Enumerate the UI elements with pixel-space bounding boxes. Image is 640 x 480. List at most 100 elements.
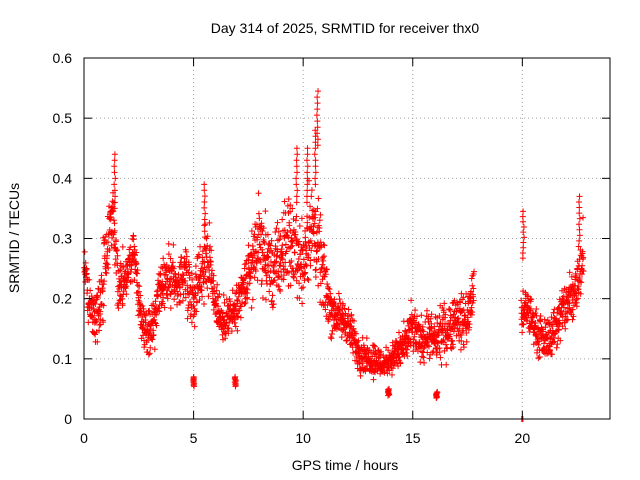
data-point xyxy=(470,285,477,292)
data-point xyxy=(541,316,548,323)
data-point xyxy=(177,291,184,298)
data-point xyxy=(306,214,313,221)
data-point xyxy=(94,338,101,345)
data-point xyxy=(119,243,126,250)
data-point xyxy=(317,280,324,287)
data-point xyxy=(111,205,118,212)
data-point xyxy=(579,262,586,269)
data-point xyxy=(313,266,320,273)
data-point xyxy=(115,268,122,275)
data-point xyxy=(201,222,208,229)
data-point xyxy=(314,94,321,101)
data-point xyxy=(113,238,120,245)
data-point xyxy=(524,293,531,300)
data-point xyxy=(560,304,567,311)
data-point xyxy=(109,208,116,215)
data-point xyxy=(130,236,137,243)
data-point xyxy=(94,294,101,301)
data-point xyxy=(338,334,345,341)
data-point xyxy=(463,329,470,336)
data-point xyxy=(293,213,300,220)
data-point xyxy=(316,224,323,231)
data-point xyxy=(269,304,276,311)
data-point xyxy=(286,222,293,229)
data-point xyxy=(566,269,573,276)
data-point xyxy=(187,298,194,305)
data-point xyxy=(327,334,334,341)
data-point xyxy=(312,157,319,164)
data-point xyxy=(428,311,435,318)
data-point xyxy=(355,337,362,344)
data-point xyxy=(553,344,560,351)
data-point xyxy=(273,258,280,265)
data-point xyxy=(317,211,324,218)
data-point xyxy=(112,256,119,263)
data-point xyxy=(253,260,260,267)
data-point xyxy=(390,354,397,361)
data-point xyxy=(307,262,314,269)
data-point xyxy=(214,281,221,288)
data-point xyxy=(198,265,205,272)
data-point xyxy=(277,288,284,295)
data-point xyxy=(190,283,197,290)
data-point xyxy=(282,241,289,248)
data-point xyxy=(159,300,166,307)
data-point xyxy=(386,391,393,398)
data-point xyxy=(242,275,249,282)
data-point xyxy=(335,290,342,297)
data-point xyxy=(578,271,585,278)
data-point xyxy=(357,372,364,379)
data-point xyxy=(305,276,312,283)
data-point xyxy=(201,258,208,265)
data-point xyxy=(182,277,189,284)
data-point xyxy=(299,300,306,307)
data-point xyxy=(458,337,465,344)
data-point xyxy=(153,322,160,329)
data-point xyxy=(111,187,118,194)
data-point xyxy=(395,329,402,336)
data-point xyxy=(312,133,319,140)
data-point xyxy=(456,325,463,332)
data-point xyxy=(541,340,548,347)
data-point xyxy=(314,136,321,143)
data-point xyxy=(131,246,138,253)
data-point xyxy=(272,243,279,250)
data-point xyxy=(298,285,305,292)
data-point xyxy=(190,302,197,309)
data-point xyxy=(528,296,535,303)
data-point xyxy=(314,118,321,125)
data-point xyxy=(460,294,467,301)
data-point xyxy=(129,235,136,242)
data-point xyxy=(83,270,90,277)
data-point xyxy=(341,305,348,312)
data-point xyxy=(471,268,478,275)
data-point xyxy=(236,307,243,314)
data-point xyxy=(371,343,378,350)
data-point xyxy=(536,354,543,361)
data-point xyxy=(240,279,247,286)
data-point xyxy=(153,311,160,318)
data-point xyxy=(279,252,286,259)
data-point xyxy=(576,221,583,228)
data-point xyxy=(548,314,555,321)
data-point xyxy=(270,263,277,270)
data-point xyxy=(304,187,311,194)
data-point xyxy=(302,269,309,276)
data-point xyxy=(433,394,440,401)
data-point xyxy=(549,323,556,330)
data-point xyxy=(293,145,300,152)
data-point xyxy=(196,297,203,304)
data-point xyxy=(447,331,454,338)
data-point xyxy=(165,240,172,247)
data-point xyxy=(134,289,141,296)
data-point xyxy=(81,248,88,255)
data-point xyxy=(170,265,177,272)
data-point xyxy=(228,328,235,335)
data-point xyxy=(111,199,118,206)
data-point xyxy=(262,208,269,215)
data-point xyxy=(201,273,208,280)
x-tick-label: 10 xyxy=(295,430,311,446)
data-point xyxy=(147,326,154,333)
data-point xyxy=(301,270,308,277)
